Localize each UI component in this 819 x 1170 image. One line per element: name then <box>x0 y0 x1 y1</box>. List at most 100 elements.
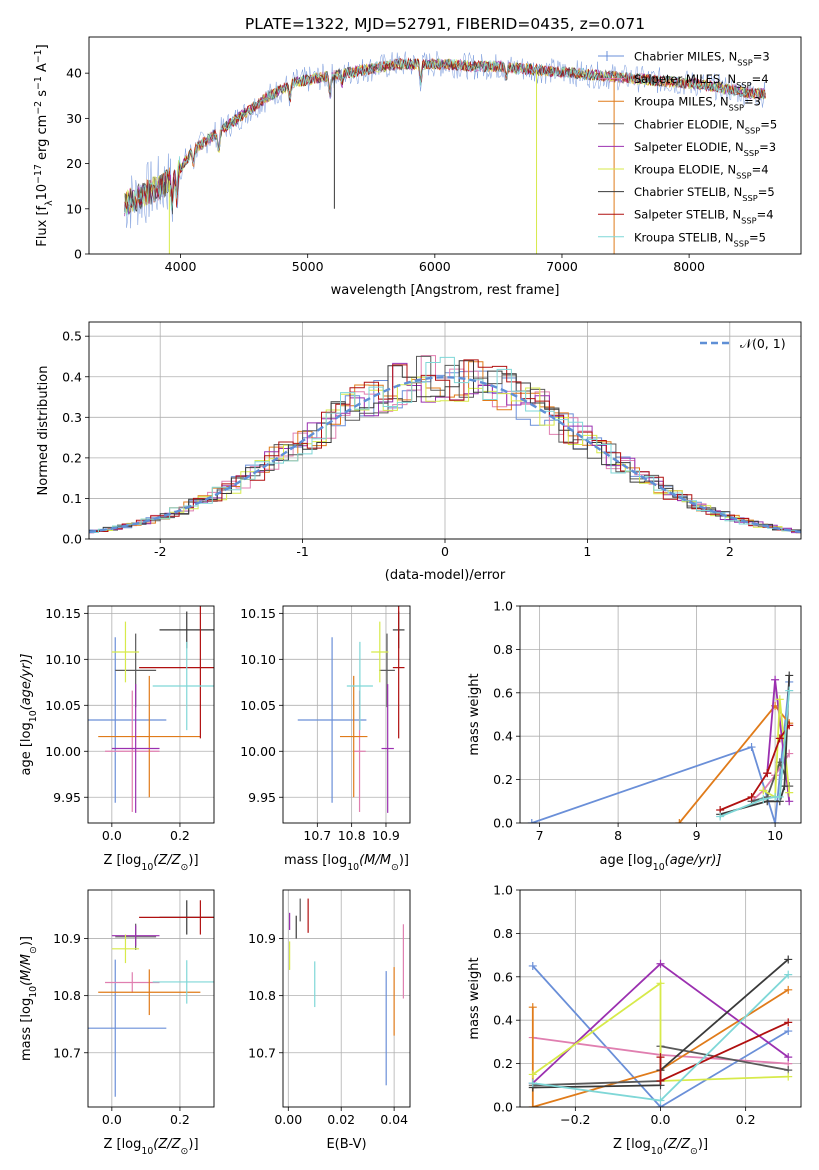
weight-line <box>532 981 789 1082</box>
x-tick-label: 0.2 <box>736 1112 756 1127</box>
y-tick-label: 0.6 <box>493 685 513 700</box>
errorbar-point <box>379 633 395 708</box>
y-tick-label: 1.0 <box>493 599 513 614</box>
errorbar-point <box>139 900 214 935</box>
x-tick-label: 7000 <box>546 259 578 274</box>
y-tick-label: 0.8 <box>493 926 513 941</box>
ticks: 7 8 9 10 0.0 0.2 0.4 0.6 0.8 1.0 <box>493 599 783 844</box>
weight-marker <box>747 743 756 752</box>
ticks: 0.0 0.2 10.7 10.8 10.9 <box>53 931 190 1127</box>
figure-title: PLATE=1322, MJD=52791, FIBERID=0435, z=0… <box>245 15 645 33</box>
axes-mass-vs-EBV: 0.00 0.02 0.04 10.7 10.8 10.9 E(B-V) <box>248 889 411 1152</box>
weight-series <box>528 970 793 1105</box>
grid <box>520 605 801 824</box>
y-tick-label: 0.3 <box>62 410 82 425</box>
axes-frame <box>88 321 802 540</box>
y-tick-label: 0.4 <box>493 1013 513 1028</box>
legend-entry: 𝒩(0, 1) <box>740 336 786 351</box>
errorbar-point <box>111 684 160 813</box>
y-tick-label: 0.0 <box>493 1100 513 1115</box>
axes-weight-vs-age: 7 8 9 10 0.0 0.2 0.4 0.6 0.8 1.0 age [log10(age/yr… <box>467 599 802 873</box>
weight-marker <box>771 819 780 823</box>
y-tick-label: 10.15 <box>240 606 276 621</box>
errorbar-point <box>98 675 201 798</box>
y-axis-label: Flux [fλ10−17 erg cm−2 s−1 A−1] <box>33 44 55 246</box>
y-tick-label: 0.8 <box>493 642 513 657</box>
weight-marker <box>784 985 793 994</box>
y-tick-label: 0.4 <box>62 369 82 384</box>
errorbars <box>88 900 214 1097</box>
weight-line <box>678 704 790 823</box>
ticks: -2 -1 0 1 2 0.0 0.1 0.2 0.3 0.4 0.5 <box>62 329 734 559</box>
y-tick-label: 10.15 <box>45 606 81 621</box>
y-tick-label: 10.05 <box>45 698 81 713</box>
x-tick-label: 0.0 <box>102 1112 122 1127</box>
y-tick-label: 10.00 <box>240 744 276 759</box>
x-tick-label: 0.0 <box>102 828 122 843</box>
spectrum-line <box>124 57 766 216</box>
ticks: 0.00 0.02 0.04 10.7 10.8 10.9 <box>248 931 408 1127</box>
x-tick-label: 0.04 <box>380 1112 408 1127</box>
axes-weight-vs-Z: −0.2 0.0 0.2 0.0 0.2 0.4 0.6 0.8 1.0 Z [log10(Z/Z… <box>467 883 802 1157</box>
grid <box>283 606 410 823</box>
x-tick-label: 0.2 <box>170 828 190 843</box>
weight-line <box>659 1021 789 1083</box>
weight-marker <box>784 970 793 979</box>
y-tick-label: 0.5 <box>62 329 82 344</box>
x-tick-label: 0.00 <box>274 1112 302 1127</box>
weight-marker <box>656 1053 665 1062</box>
weight-marker <box>656 959 665 968</box>
errorbar-point <box>346 641 373 731</box>
x-tick-label: 10 <box>767 828 783 843</box>
errorbar-point <box>392 606 405 739</box>
weight-marker <box>528 1103 537 1107</box>
ticks: 0.0 0.2 9.95 10.00 10.05 10.10 10.15 <box>45 606 190 843</box>
x-axis-label: age [log10(age/yr)] <box>600 853 722 873</box>
weight-marker <box>528 1070 537 1079</box>
axes-age-vs-Z: 0.0 0.2 9.95 10.00 10.05 10.10 10.15 Z [log10(Z… <box>19 605 215 873</box>
axes-age-vs-mass: 10.7 10.8 10.9 9.95 10.00 10.05 10.10 10.15 mass… <box>240 605 411 873</box>
axes-frame <box>88 36 802 255</box>
weight-marker <box>771 675 780 684</box>
y-tick-label: 40 <box>66 66 82 81</box>
errorbar-point <box>139 606 214 739</box>
legend-entry: Salpeter ELODIE, NSSP=3 <box>634 140 776 158</box>
errorbar-point <box>339 675 368 798</box>
x-tick-label: −0.2 <box>560 1112 590 1127</box>
errorbar-point <box>111 934 140 964</box>
ticks: 10.7 10.8 10.9 9.95 10.00 10.05 10.10 10.15 <box>240 606 400 843</box>
weight-lines <box>527 671 794 823</box>
x-tick-label: 2 <box>726 544 734 559</box>
x-tick-label: 1 <box>583 544 591 559</box>
grid <box>88 606 214 823</box>
weight-marker <box>780 782 789 791</box>
weight-series <box>716 686 794 821</box>
x-tick-label: 7 <box>536 828 544 843</box>
y-axis-label: Normed distribution <box>36 366 51 496</box>
x-tick-label: 0.2 <box>170 1112 190 1127</box>
axes-spectrum: 4000 5000 6000 7000 8000 0 10 20 30 40 wavelength … <box>33 36 802 298</box>
errorbar-point <box>297 637 367 803</box>
weight-marker <box>656 979 665 988</box>
weight-marker <box>656 1076 665 1085</box>
y-tick-label: 10.7 <box>248 1045 276 1060</box>
y-tick-label: 20 <box>66 156 82 171</box>
legend-marker <box>602 51 612 61</box>
y-tick-label: 0.6 <box>493 969 513 984</box>
weight-marker <box>527 819 536 823</box>
weight-marker <box>759 786 768 795</box>
x-tick-label: 8000 <box>673 259 705 274</box>
weight-marker <box>528 961 537 970</box>
errorbar-point <box>105 972 160 993</box>
weight-series <box>716 671 794 819</box>
plot-area <box>88 900 214 1097</box>
x-tick-label: 10.8 <box>338 828 366 843</box>
x-tick-label: 5000 <box>292 259 324 274</box>
x-tick-label: 0.02 <box>327 1112 355 1127</box>
plot-area <box>528 955 793 1107</box>
weight-line <box>532 965 789 1107</box>
plot-area <box>289 898 404 1086</box>
weight-marker <box>785 686 794 695</box>
y-tick-label: 10.9 <box>53 931 81 946</box>
weight-marker <box>759 795 768 804</box>
